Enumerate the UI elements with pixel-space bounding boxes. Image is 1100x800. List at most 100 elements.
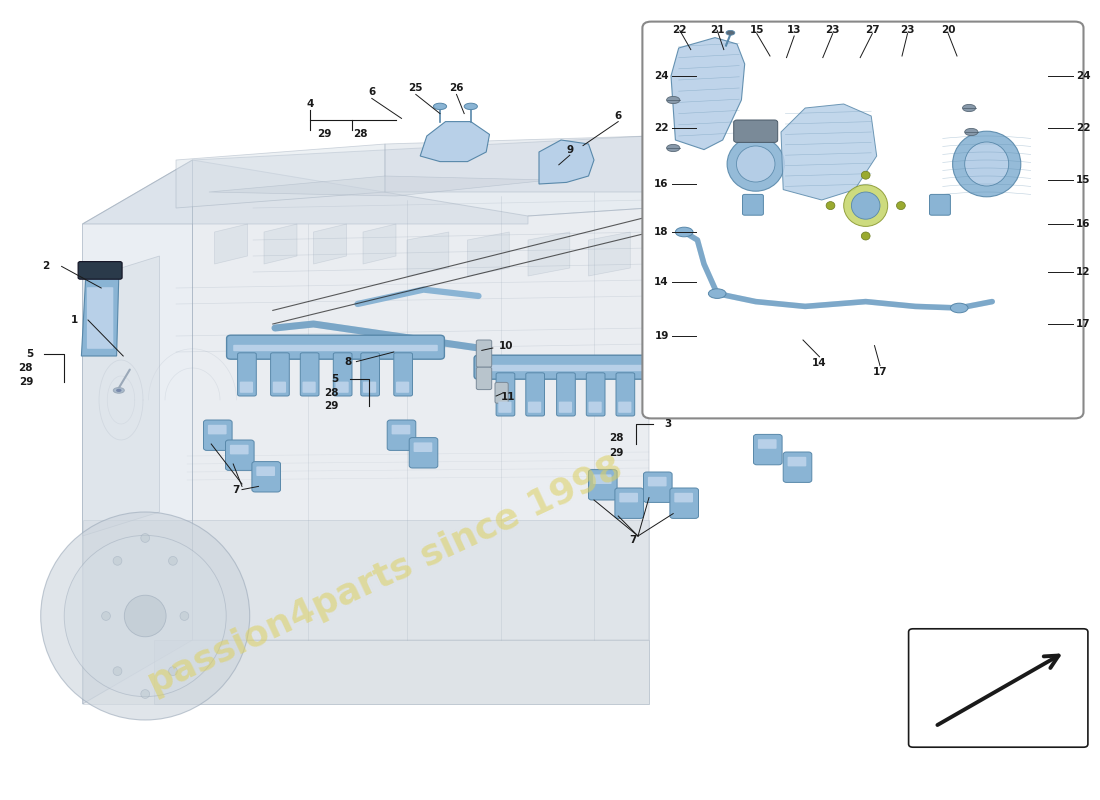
FancyBboxPatch shape: [392, 425, 410, 434]
Ellipse shape: [708, 289, 726, 298]
Ellipse shape: [962, 104, 976, 111]
Polygon shape: [82, 520, 649, 704]
Ellipse shape: [861, 171, 870, 179]
Polygon shape: [81, 270, 119, 356]
Text: 12: 12: [1076, 267, 1090, 277]
Polygon shape: [781, 104, 877, 200]
Text: 14: 14: [812, 358, 827, 368]
Text: 11: 11: [500, 392, 516, 402]
FancyBboxPatch shape: [256, 466, 275, 476]
Ellipse shape: [896, 202, 905, 210]
Ellipse shape: [737, 146, 774, 182]
FancyBboxPatch shape: [208, 425, 227, 434]
FancyBboxPatch shape: [409, 438, 438, 468]
Text: 10: 10: [498, 341, 514, 350]
Text: 16: 16: [1076, 219, 1090, 229]
FancyBboxPatch shape: [476, 340, 492, 367]
Text: 6: 6: [615, 111, 622, 121]
Polygon shape: [214, 224, 248, 264]
FancyBboxPatch shape: [674, 493, 693, 502]
FancyBboxPatch shape: [644, 472, 672, 502]
FancyBboxPatch shape: [783, 452, 812, 482]
FancyBboxPatch shape: [758, 439, 777, 449]
Ellipse shape: [433, 103, 447, 110]
FancyBboxPatch shape: [78, 262, 122, 279]
FancyBboxPatch shape: [495, 382, 508, 403]
Text: 24: 24: [1076, 71, 1090, 81]
FancyBboxPatch shape: [559, 402, 572, 413]
Polygon shape: [192, 160, 649, 640]
FancyBboxPatch shape: [619, 493, 638, 502]
FancyBboxPatch shape: [642, 22, 1084, 418]
Text: 22: 22: [654, 123, 669, 133]
FancyBboxPatch shape: [645, 373, 663, 416]
Text: 29: 29: [19, 378, 33, 387]
Text: 14: 14: [654, 277, 669, 286]
FancyBboxPatch shape: [788, 457, 806, 466]
FancyBboxPatch shape: [240, 382, 253, 393]
Text: 3: 3: [664, 419, 672, 429]
Text: 23: 23: [825, 26, 840, 35]
Text: 22: 22: [1076, 123, 1090, 133]
Text: 28: 28: [353, 130, 369, 139]
Text: 15: 15: [1076, 175, 1090, 185]
Text: 8: 8: [344, 357, 352, 366]
Polygon shape: [264, 224, 297, 264]
FancyBboxPatch shape: [618, 402, 631, 413]
FancyBboxPatch shape: [616, 373, 635, 416]
FancyBboxPatch shape: [588, 470, 617, 500]
Text: 15: 15: [749, 26, 764, 35]
Text: 29: 29: [609, 448, 624, 458]
Polygon shape: [314, 224, 346, 264]
Text: 25: 25: [408, 83, 424, 93]
Polygon shape: [588, 232, 630, 276]
FancyBboxPatch shape: [648, 477, 667, 486]
Ellipse shape: [727, 137, 784, 191]
Ellipse shape: [117, 389, 121, 392]
FancyBboxPatch shape: [588, 402, 602, 413]
FancyBboxPatch shape: [476, 367, 492, 390]
FancyBboxPatch shape: [586, 373, 605, 416]
Polygon shape: [82, 160, 192, 704]
Text: 19: 19: [654, 331, 669, 341]
Ellipse shape: [41, 512, 250, 720]
Ellipse shape: [124, 595, 166, 637]
Ellipse shape: [180, 611, 189, 621]
Text: 28: 28: [19, 363, 33, 373]
Text: passion4parts since 1998: passion4parts since 1998: [142, 450, 628, 702]
FancyBboxPatch shape: [557, 373, 575, 416]
Text: 2: 2: [43, 261, 50, 270]
Polygon shape: [420, 122, 490, 162]
Ellipse shape: [113, 557, 122, 566]
FancyBboxPatch shape: [336, 382, 349, 393]
Text: 7: 7: [629, 535, 636, 545]
FancyBboxPatch shape: [647, 402, 660, 413]
Text: 13: 13: [786, 26, 802, 35]
Text: 29: 29: [324, 402, 339, 411]
FancyBboxPatch shape: [333, 353, 352, 396]
FancyBboxPatch shape: [271, 353, 289, 396]
Text: 16: 16: [654, 179, 669, 189]
FancyBboxPatch shape: [227, 335, 444, 359]
Text: 17: 17: [1076, 319, 1090, 329]
Polygon shape: [528, 232, 570, 276]
FancyBboxPatch shape: [252, 462, 280, 492]
Text: 7: 7: [232, 485, 240, 494]
FancyBboxPatch shape: [496, 373, 515, 416]
Ellipse shape: [667, 96, 680, 104]
Ellipse shape: [950, 303, 968, 313]
FancyBboxPatch shape: [387, 420, 416, 450]
Polygon shape: [671, 38, 745, 150]
FancyBboxPatch shape: [300, 353, 319, 396]
Polygon shape: [385, 136, 649, 192]
Text: 18: 18: [654, 227, 669, 237]
Ellipse shape: [726, 30, 735, 35]
Text: 5: 5: [25, 349, 33, 358]
Ellipse shape: [965, 142, 1009, 186]
Polygon shape: [363, 224, 396, 264]
FancyBboxPatch shape: [474, 355, 692, 379]
FancyBboxPatch shape: [615, 488, 644, 518]
Ellipse shape: [168, 666, 177, 675]
Ellipse shape: [844, 185, 888, 226]
Text: 26: 26: [449, 83, 464, 93]
